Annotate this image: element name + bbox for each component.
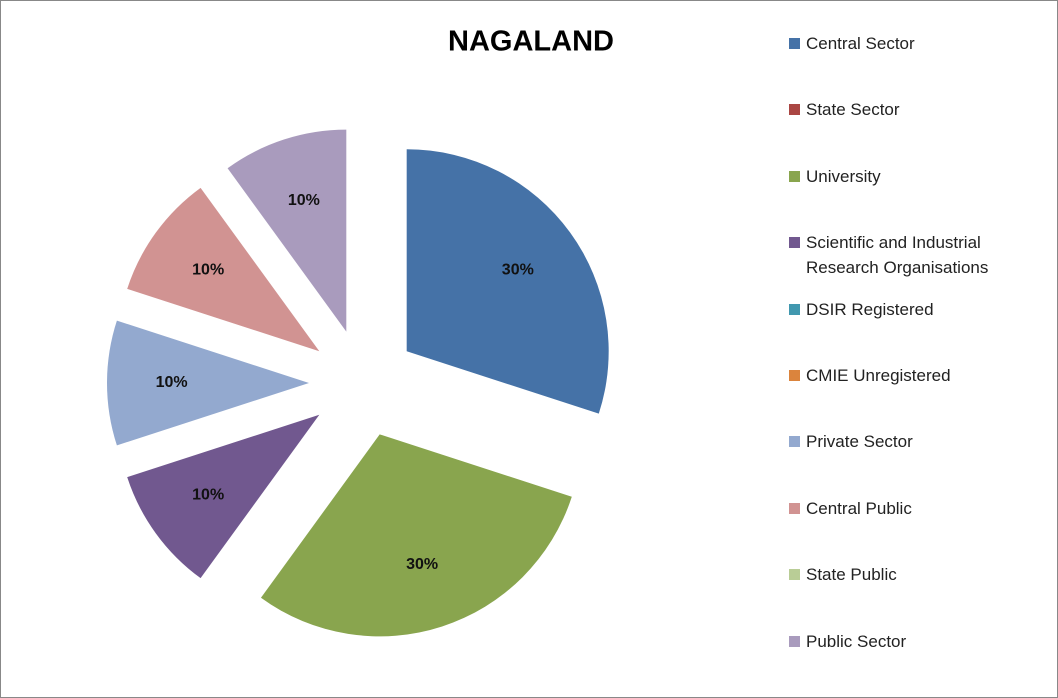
legend-swatch (789, 569, 800, 581)
data-label: 30% (502, 262, 534, 279)
legend-label: Central Public (806, 498, 912, 518)
legend-swatch (789, 370, 800, 381)
pie-slice (127, 187, 320, 352)
pie-slice (406, 149, 609, 414)
legend-swatch (789, 104, 800, 116)
legend-label: Private Sector (806, 432, 913, 452)
legend-swatch (789, 237, 800, 249)
legend-label: University (806, 166, 881, 186)
data-label: 10% (192, 487, 224, 504)
legend-swatch (789, 303, 800, 315)
data-label: 10% (192, 262, 224, 279)
legend-swatch (789, 38, 800, 49)
data-label: 10% (288, 192, 320, 209)
legend-label: CMIE Unregistered (806, 366, 951, 385)
legend-label: Central Sector (806, 34, 915, 53)
pie-slice (106, 320, 309, 446)
data-label: 10% (156, 374, 188, 391)
legend-swatch (789, 170, 800, 182)
pie-slice (127, 414, 320, 579)
legend-label: Public Sector (806, 631, 907, 651)
legend-swatch (789, 436, 800, 448)
legend-label: State Public (806, 565, 897, 585)
pie-slice (260, 434, 572, 637)
legend-swatch (789, 502, 800, 514)
legend-swatch (789, 635, 800, 647)
data-label: 30% (406, 556, 438, 573)
legend-label: Scientific and Industrial Research Organ… (806, 233, 989, 278)
legend-label: DSIR Registered (806, 299, 934, 319)
chart-title: NAGALAND (448, 26, 614, 58)
pie-slice (227, 129, 347, 332)
legend-label: State Sector (806, 100, 900, 120)
